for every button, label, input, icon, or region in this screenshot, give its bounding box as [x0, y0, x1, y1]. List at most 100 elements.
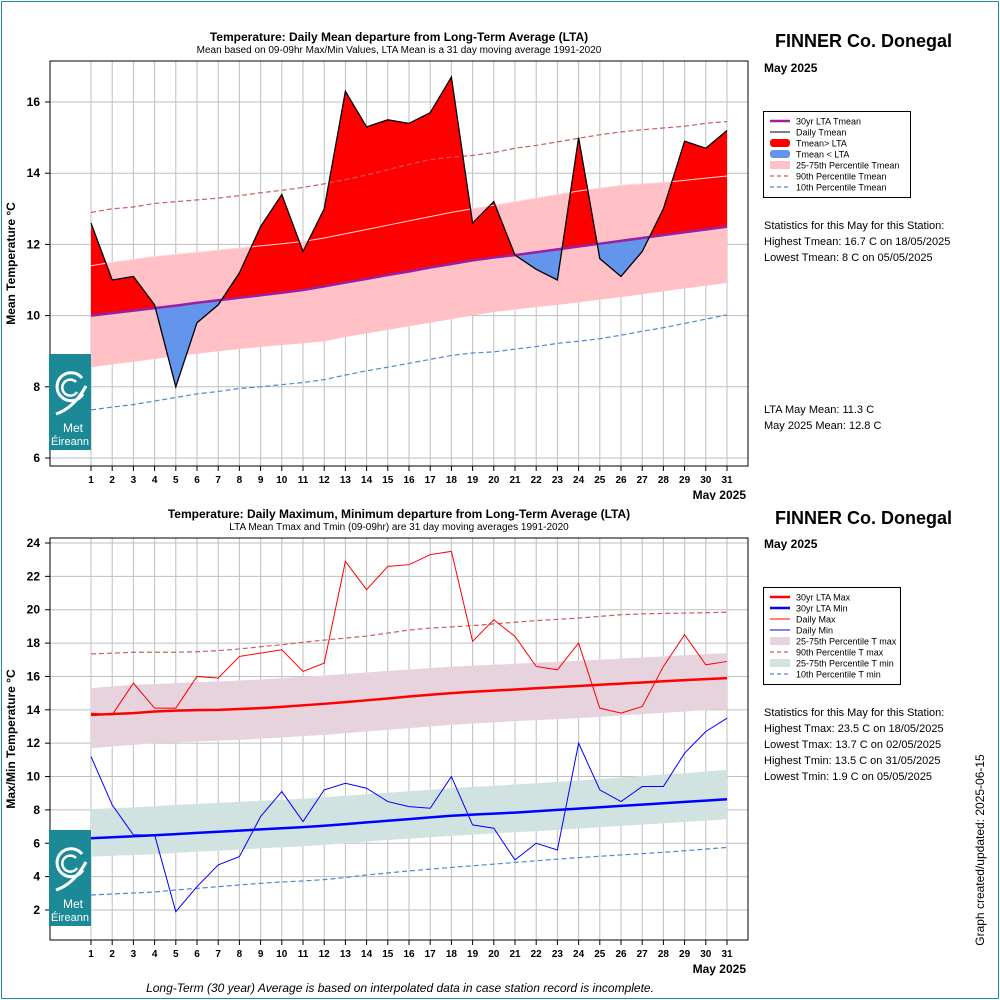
- logo-text-met: Met: [63, 897, 84, 911]
- x-tick-label: 6: [194, 475, 200, 486]
- x-tick-label: 1: [88, 475, 94, 486]
- percentile-90-line: [90, 120, 728, 213]
- tmin-percentile-25-75-band: [91, 769, 727, 857]
- month-label: May 2025: [764, 537, 818, 551]
- legend-label: Daily Min: [796, 626, 833, 636]
- legend-entry: Daily Tmean: [770, 128, 846, 138]
- legend-label: 30yr LTA Tmean: [796, 117, 861, 127]
- x-tick-label: 6: [194, 949, 200, 960]
- y-tick-label: 18: [27, 636, 41, 650]
- legend-label: Daily Max: [796, 615, 836, 625]
- x-tick-label: 31: [721, 475, 733, 486]
- lta-mean-line: LTA May Mean: 11.3 C: [764, 404, 875, 416]
- swirl-tail-icon: [55, 861, 88, 892]
- chart-title: Temperature: Daily Mean departure from L…: [210, 30, 588, 44]
- legend-entry: Daily Max: [770, 615, 836, 625]
- x-tick-label: 2: [109, 949, 115, 960]
- x-tick-label: 15: [382, 475, 394, 486]
- y-tick-label: 14: [27, 166, 41, 180]
- x-tick-label: 11: [298, 949, 309, 960]
- legend-label: 10th Percentile Tmean: [796, 183, 886, 193]
- swirl-tail-icon: [55, 385, 88, 416]
- legend-swatch-band: [770, 637, 790, 645]
- area-above-lta: [91, 77, 727, 316]
- lta-min-line: [90, 797, 728, 840]
- legend-entry: 30yr LTA Min: [770, 604, 848, 614]
- legend-label: 25-75th Percentile T min: [796, 659, 894, 669]
- legend-label: 30yr LTA Min: [796, 604, 848, 614]
- y-tick-label: 2: [33, 903, 40, 917]
- max-min-temperature-chart: Temperature: Daily Maximum, Minimum depa…: [4, 507, 749, 976]
- swirl-inner-icon: [61, 854, 79, 873]
- x-tick-label: 3: [131, 949, 137, 960]
- x-tick-label: 16: [403, 475, 415, 486]
- stat-line: Lowest Tmax: 13.7 C on 02/05/2025: [764, 739, 942, 751]
- stat-line: Highest Tmax: 23.5 C on 18/05/2025: [764, 723, 944, 735]
- y-tick-label: 10: [27, 309, 41, 323]
- stats-title: Statistics for this May for this Station…: [764, 707, 945, 719]
- x-tick-label: 15: [382, 949, 394, 960]
- x-tick-label: 21: [509, 475, 521, 486]
- y-tick-label: 24: [27, 536, 41, 550]
- x-tick-label: 10: [276, 949, 288, 960]
- x-tick-label: 7: [215, 475, 221, 486]
- y-tick-label: 12: [27, 736, 41, 750]
- x-tick-label: 29: [679, 475, 691, 486]
- x-tick-label: 5: [173, 475, 179, 486]
- x-tick-label: 27: [637, 949, 649, 960]
- stat-line: Highest Tmean: 16.7 C on 18/05/2025: [764, 236, 951, 248]
- daily-mean-line: [90, 75, 728, 390]
- month-mean-line: May 2025 Mean: 12.8 C: [764, 420, 882, 432]
- x-tick-label: 16: [403, 949, 415, 960]
- x-tick-label: 26: [615, 475, 627, 486]
- y-tick-label: 6: [33, 836, 40, 850]
- y-axis-label: Mean Temperature °C: [4, 202, 18, 325]
- x-tick-label: 10: [276, 475, 288, 486]
- x-tick-label: 8: [237, 949, 243, 960]
- legend-label: 25-75th Percentile T max: [796, 637, 897, 647]
- legend-entry: 25-75th Percentile T min: [770, 659, 894, 669]
- chart-subtitle: Mean based on 09-09hr Max/Min Values, LT…: [197, 45, 602, 56]
- x-tick-label: 12: [319, 949, 331, 960]
- x-tick-label: 22: [531, 475, 543, 486]
- x-tick-label: 1: [88, 949, 94, 960]
- x-tick-label: 7: [215, 949, 221, 960]
- legend-entry: Tmean> LTA: [770, 139, 847, 149]
- month-label: May 2025: [764, 61, 818, 75]
- x-tick-label: 20: [488, 949, 500, 960]
- legend-label: 90th Percentile T max: [796, 648, 884, 658]
- legend-label: Tmean < LTA: [796, 150, 849, 160]
- station-name: FINNER Co. Donegal: [775, 31, 953, 51]
- legend-entry: 25-75th Percentile Tmean: [770, 161, 899, 171]
- legend-swatch-band: [770, 161, 790, 169]
- plot-border: [49, 60, 749, 467]
- x-tick-label: 29: [679, 949, 691, 960]
- legend-label: Daily Tmean: [796, 128, 846, 138]
- legend-label: 10th Percentile T min: [796, 670, 881, 680]
- legend-label: Tmean> LTA: [796, 139, 847, 149]
- x-tick-label: 17: [425, 949, 437, 960]
- x-tick-label: 13: [340, 949, 352, 960]
- daily-max-line: [90, 550, 728, 716]
- x-tick-label: 30: [700, 949, 712, 960]
- x-tick-label: 11: [298, 475, 309, 486]
- station-name: FINNER Co. Donegal: [775, 508, 953, 528]
- legend-entry: 30yr LTA Max: [770, 593, 851, 603]
- mean-chart-legend: 30yr LTA Tmean Daily Tmean Tmean> LTA Tmean…: [763, 111, 911, 198]
- y-tick-label: 10: [27, 770, 41, 784]
- x-tick-label: 9: [258, 475, 264, 486]
- legend-label: 90th Percentile Tmean: [796, 172, 886, 182]
- legend-entry: 10th Percentile Tmean: [770, 183, 886, 193]
- chart-subtitle: LTA Mean Tmax and Tmin (09-09hr) are 31 …: [229, 522, 569, 533]
- x-tick-label: 24: [573, 949, 585, 960]
- x-tick-label: 5: [173, 949, 179, 960]
- legend-entry: 90th Percentile T max: [770, 648, 884, 658]
- lta-mean-line: [90, 225, 728, 317]
- lta-max-line: [90, 676, 728, 717]
- y-tick-label: 14: [27, 703, 41, 717]
- mean-temperature-chart: Temperature: Daily Mean departure from L…: [4, 30, 749, 500]
- x-tick-label: 28: [658, 949, 670, 960]
- x-tick-label: 23: [552, 475, 564, 486]
